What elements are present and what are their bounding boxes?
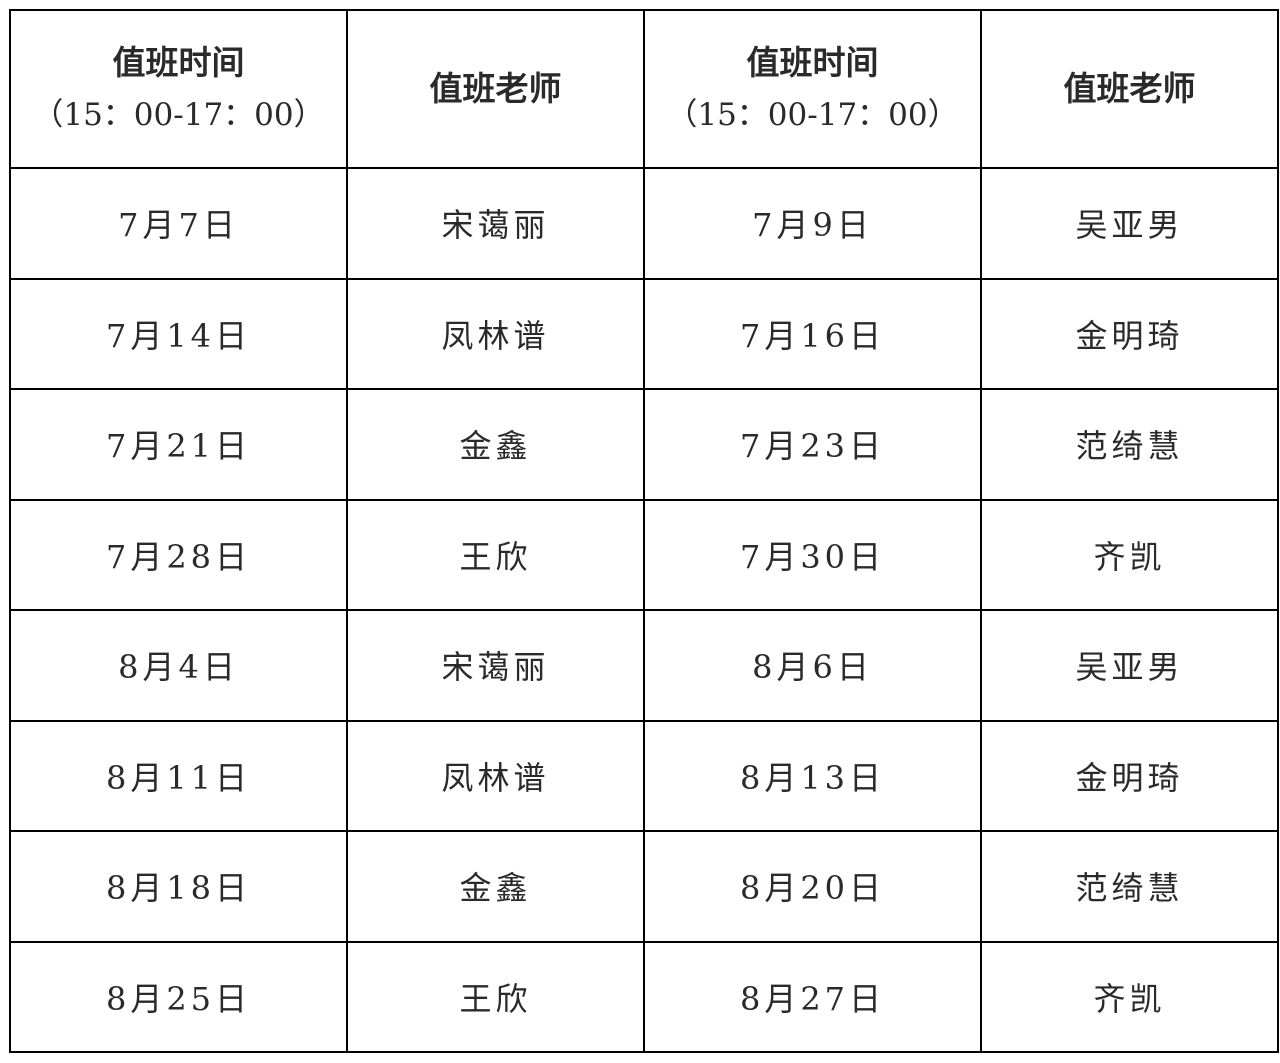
table-row: 7月28日 王欣 7月30日 齐凯 xyxy=(9,498,1279,611)
header-title: 值班老师 xyxy=(429,69,562,108)
teacher-cell: 王欣 xyxy=(346,498,645,611)
header-subtitle: （15：00-17：00） xyxy=(32,97,325,133)
duty-schedule-table: 值班时间 （15：00-17：00） 值班老师 值班时间 （15：00-17：00）… xyxy=(9,9,1279,1053)
date-cell: 8月27日 xyxy=(643,940,982,1053)
table-row: 8月4日 宋蔼丽 8月6日 吴亚男 xyxy=(9,609,1279,722)
teacher-cell: 凤林谱 xyxy=(346,719,645,832)
table-row: 7月21日 金鑫 7月23日 范绮慧 xyxy=(9,388,1279,501)
teacher-cell: 金鑫 xyxy=(346,830,645,943)
date-cell: 8月20日 xyxy=(643,830,982,943)
teacher-cell: 宋蔼丽 xyxy=(346,609,645,722)
date-cell: 8月11日 xyxy=(9,719,348,832)
teacher-cell: 范绮慧 xyxy=(980,388,1279,501)
table-row: 8月11日 凤林谱 8月13日 金明琦 xyxy=(9,719,1279,832)
teacher-cell: 金明琦 xyxy=(980,719,1279,832)
teacher-cell: 宋蔼丽 xyxy=(346,167,645,280)
date-cell: 8月4日 xyxy=(9,609,348,722)
teacher-cell: 吴亚男 xyxy=(980,609,1279,722)
date-cell: 7月7日 xyxy=(9,167,348,280)
date-cell: 8月25日 xyxy=(9,940,348,1053)
header-title: 值班时间 xyxy=(112,43,245,82)
date-cell: 7月9日 xyxy=(643,167,982,280)
date-cell: 7月14日 xyxy=(9,277,348,390)
teacher-cell: 金鑫 xyxy=(346,388,645,501)
header-row: 值班时间 （15：00-17：00） 值班老师 值班时间 （15：00-17：00）… xyxy=(9,9,1279,169)
teacher-cell: 金明琦 xyxy=(980,277,1279,390)
header-title: 值班老师 xyxy=(1063,69,1196,108)
header-duty-time: 值班时间 （15：00-17：00） xyxy=(9,9,348,169)
table-row: 7月7日 宋蔼丽 7月9日 吴亚男 xyxy=(9,167,1279,280)
date-cell: 7月23日 xyxy=(643,388,982,501)
date-cell: 8月6日 xyxy=(643,609,982,722)
teacher-cell: 范绮慧 xyxy=(980,830,1279,943)
teacher-cell: 吴亚男 xyxy=(980,167,1279,280)
teacher-cell: 齐凯 xyxy=(980,498,1279,611)
table-row: 8月18日 金鑫 8月20日 范绮慧 xyxy=(9,830,1279,943)
header-duty-teacher: 值班老师 xyxy=(346,9,645,169)
date-cell: 7月16日 xyxy=(643,277,982,390)
header-subtitle: （15：00-17：00） xyxy=(666,97,959,133)
date-cell: 8月13日 xyxy=(643,719,982,832)
table-row: 7月14日 凤林谱 7月16日 金明琦 xyxy=(9,277,1279,390)
date-cell: 7月28日 xyxy=(9,498,348,611)
date-cell: 7月30日 xyxy=(643,498,982,611)
teacher-cell: 齐凯 xyxy=(980,940,1279,1053)
date-cell: 8月18日 xyxy=(9,830,348,943)
table-row: 8月25日 王欣 8月27日 齐凯 xyxy=(9,940,1279,1053)
header-duty-time: 值班时间 （15：00-17：00） xyxy=(643,9,982,169)
teacher-cell: 凤林谱 xyxy=(346,277,645,390)
date-cell: 7月21日 xyxy=(9,388,348,501)
header-title: 值班时间 xyxy=(746,43,879,82)
teacher-cell: 王欣 xyxy=(346,940,645,1053)
header-duty-teacher: 值班老师 xyxy=(980,9,1279,169)
